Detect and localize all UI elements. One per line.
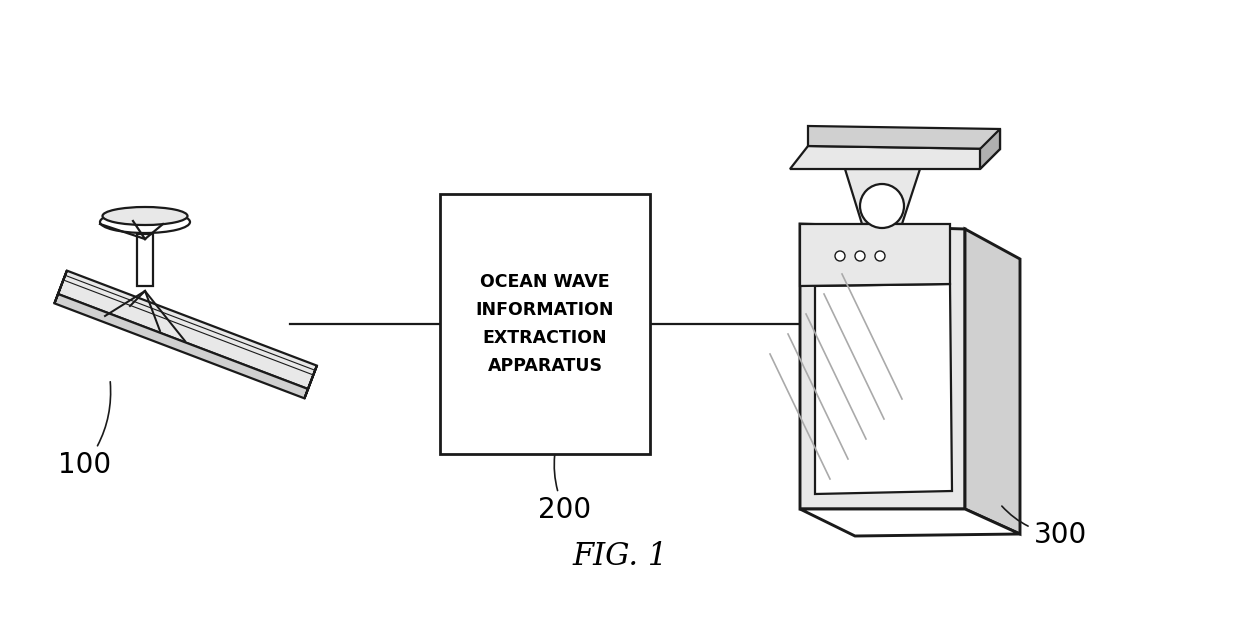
Polygon shape — [305, 366, 317, 398]
Polygon shape — [55, 271, 67, 303]
Circle shape — [835, 251, 844, 261]
Polygon shape — [136, 234, 153, 286]
Polygon shape — [800, 509, 1021, 536]
Circle shape — [856, 251, 866, 261]
Ellipse shape — [103, 207, 187, 225]
Polygon shape — [58, 271, 317, 389]
Text: OCEAN WAVE
INFORMATION
EXTRACTION
APPARATUS: OCEAN WAVE INFORMATION EXTRACTION APPARA… — [476, 273, 614, 374]
Polygon shape — [808, 126, 999, 149]
Polygon shape — [790, 146, 999, 169]
Text: 300: 300 — [1002, 506, 1086, 549]
Polygon shape — [980, 129, 999, 169]
Polygon shape — [800, 224, 950, 286]
Polygon shape — [815, 284, 952, 494]
Circle shape — [875, 251, 885, 261]
Polygon shape — [844, 169, 920, 224]
Text: 200: 200 — [538, 455, 591, 524]
Polygon shape — [800, 224, 965, 509]
Polygon shape — [55, 294, 308, 398]
Text: 100: 100 — [58, 382, 112, 479]
Polygon shape — [965, 229, 1021, 534]
Circle shape — [861, 184, 904, 228]
Text: FIG. 1: FIG. 1 — [573, 541, 667, 572]
Ellipse shape — [100, 211, 190, 233]
Bar — [440, 194, 650, 454]
